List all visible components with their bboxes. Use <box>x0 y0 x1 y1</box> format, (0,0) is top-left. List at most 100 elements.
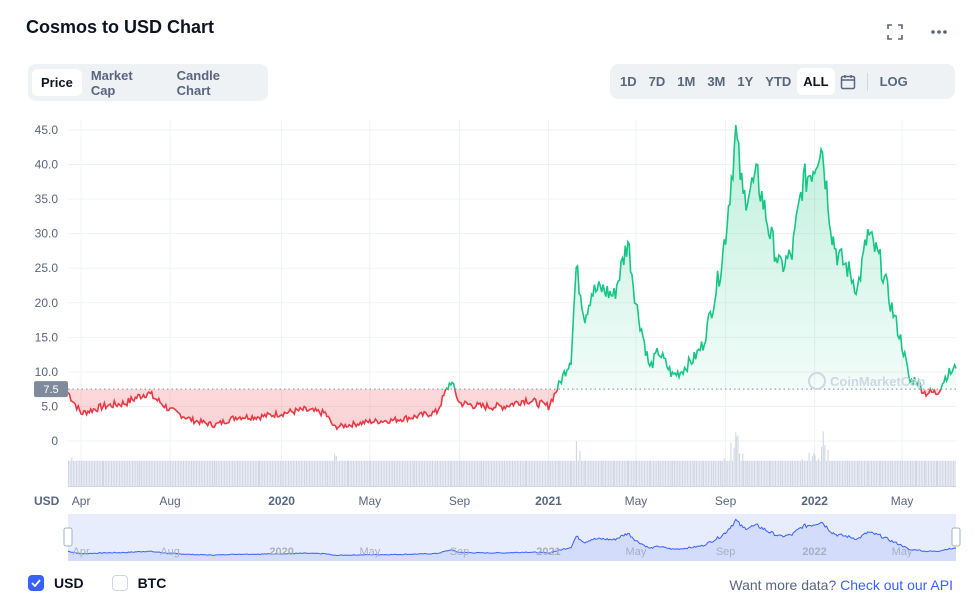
volume-bar <box>949 460 951 486</box>
volume-bar <box>704 460 706 486</box>
volume-bar <box>69 460 71 486</box>
volume-bar <box>622 460 624 486</box>
range-all[interactable]: ALL <box>797 68 835 95</box>
volume-bar <box>529 460 531 486</box>
volume-bar <box>840 460 842 486</box>
volume-bar <box>109 460 111 486</box>
volume-bar <box>948 460 950 486</box>
volume-bar <box>133 460 135 486</box>
volume-bar <box>392 460 394 486</box>
btc-checkbox[interactable] <box>111 575 128 591</box>
volume-bar <box>343 460 345 486</box>
volume-bar <box>330 460 332 486</box>
usd-legend-label: USD <box>54 575 84 591</box>
volume-bar <box>771 460 773 486</box>
x-tick-label: Sep <box>449 494 471 508</box>
volume-bar <box>512 460 514 486</box>
tab-price[interactable]: Price <box>32 69 82 96</box>
more-icon[interactable] <box>929 22 949 42</box>
range-1d[interactable]: 1D <box>620 74 637 89</box>
volume-bar <box>337 460 339 486</box>
volume-bar <box>713 460 715 486</box>
volume-bar <box>155 460 157 486</box>
volume-bar <box>603 460 605 486</box>
usd-checkbox[interactable] <box>28 575 44 591</box>
volume-bar <box>216 460 218 486</box>
price-chart[interactable]: 7.5 0 5.0 10.0 15.0 20.0 25.0 30.0 35.0 40.0 45.0… <box>0 0 975 570</box>
calendar-icon[interactable] <box>835 70 861 94</box>
volume-bar <box>304 460 306 486</box>
volume-bar <box>414 460 416 486</box>
expand-icon[interactable] <box>885 22 905 42</box>
volume-bar <box>560 460 562 486</box>
range-7d[interactable]: 7D <box>648 74 666 89</box>
volume-bar <box>299 460 301 486</box>
volume-bar <box>540 460 542 486</box>
volume-bar <box>781 460 783 486</box>
more-data-text: Want more data? <box>729 577 837 593</box>
volume-bar <box>685 460 687 486</box>
volume-bar <box>224 460 226 486</box>
range-1y[interactable]: 1Y <box>737 74 754 89</box>
volume-bar <box>74 460 76 486</box>
api-link[interactable]: Check out our API <box>840 577 953 593</box>
volume-bar <box>896 460 898 486</box>
volume-bar <box>98 460 100 486</box>
volume-bar <box>477 460 479 486</box>
volume-bar <box>360 460 362 486</box>
volume-bar <box>179 460 181 486</box>
volume-bar <box>574 460 576 486</box>
volume-bar <box>79 460 81 486</box>
volume-bar <box>333 460 335 486</box>
volume-bar <box>654 460 656 486</box>
time-range-selector: 1D 7D 1M 3M 1Y YTD ALL LOG <box>610 64 955 99</box>
volume-bar <box>635 460 637 486</box>
volume-bar <box>278 460 280 486</box>
volume-bar <box>508 460 510 486</box>
log-toggle[interactable]: LOG <box>879 74 908 89</box>
volume-bar <box>524 460 526 486</box>
volume-bar <box>830 460 832 486</box>
volume-bar <box>248 460 250 486</box>
volume-bar <box>291 460 293 486</box>
volume-bar <box>845 460 847 486</box>
volume-bar <box>171 460 173 486</box>
tab-candle-chart[interactable]: Candle Chart <box>176 67 221 98</box>
x-tick-label: May <box>358 494 381 508</box>
navigator-handle-left[interactable] <box>63 527 73 547</box>
volume-bar <box>892 460 894 486</box>
volume-bar <box>381 460 383 486</box>
volume-bar <box>400 460 402 486</box>
volume-bar <box>307 460 309 486</box>
range-ytd[interactable]: YTD <box>765 74 792 89</box>
volume-bar <box>518 460 520 486</box>
range-1m[interactable]: 1M <box>677 74 696 89</box>
volume-bar <box>240 460 242 486</box>
volume-bar <box>253 460 255 486</box>
navigator-area <box>68 519 956 561</box>
volume-bar <box>719 460 721 486</box>
volume-bar <box>900 460 902 486</box>
navigator-handle-right[interactable] <box>951 527 961 547</box>
volume-bar <box>739 453 741 486</box>
volume-bar <box>755 460 757 486</box>
volume-bar <box>902 460 904 486</box>
volume-bar <box>520 460 522 486</box>
volume-bar <box>649 460 651 486</box>
volume-bar <box>359 460 361 486</box>
volume-bar <box>273 460 275 486</box>
volume-bar <box>860 460 862 486</box>
volume-bar <box>817 458 819 486</box>
volume-bar <box>626 460 628 486</box>
volume-bar <box>141 460 143 486</box>
tab-market-cap[interactable]: Market Cap <box>90 67 133 98</box>
volume-bar <box>422 460 424 486</box>
range-3m[interactable]: 3M <box>707 74 726 89</box>
volume-bar <box>257 460 259 486</box>
volume-bar <box>208 460 210 486</box>
volume-bar <box>283 460 285 486</box>
volume-bar <box>798 460 800 486</box>
volume-bar <box>213 460 215 486</box>
volume-bar <box>458 460 460 486</box>
volume-bar <box>872 460 874 486</box>
